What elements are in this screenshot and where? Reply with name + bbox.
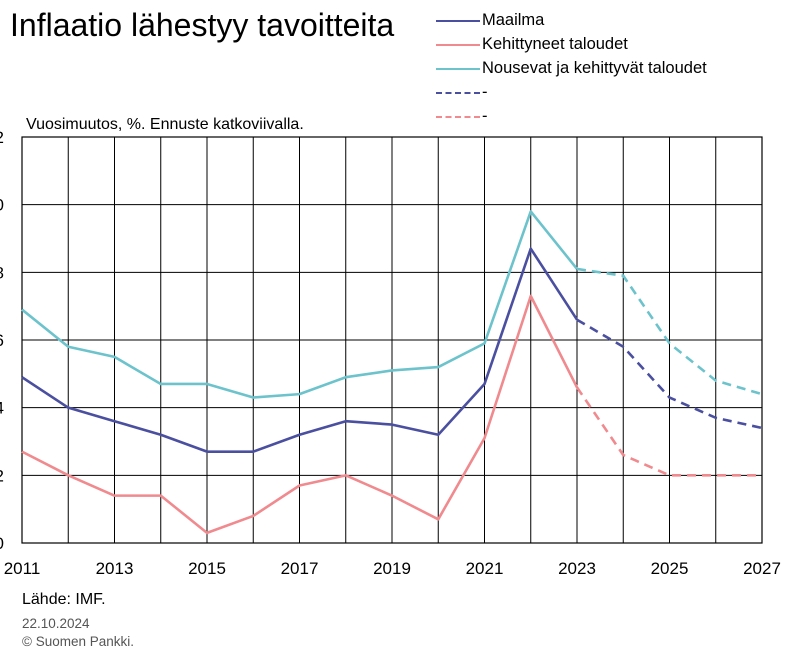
publish-date: 22.10.2024 <box>22 616 90 631</box>
series-line-nousevat-ja-kehittyvat-taloudet <box>21 210 579 399</box>
x-tick-label: 2023 <box>558 559 596 578</box>
y-tick-label: 8 <box>0 263 4 282</box>
legend-item-kehittyneet: Kehittyneet taloudet <box>436 32 707 56</box>
y-tick-label: 10 <box>0 196 4 215</box>
y-tick-label: 2 <box>0 466 4 485</box>
x-tick-label: 2025 <box>651 559 689 578</box>
series-line-kehittyneet-taloudet <box>21 294 579 535</box>
legend-swatch-maailma <box>436 20 480 22</box>
legend-swatch-kehittyneet <box>436 44 480 46</box>
series-line-maailma <box>21 247 579 453</box>
x-tick-label: 2021 <box>466 559 504 578</box>
legend-label-maailma: Maailma <box>482 11 545 29</box>
source-note: Lähde: IMF. <box>22 591 106 608</box>
x-tick-label: 2019 <box>373 559 411 578</box>
y-tick-label: 12 <box>0 128 4 147</box>
plot-frame <box>21 136 763 544</box>
legend-swatch-kehittyneet-forecast <box>436 116 480 118</box>
legend-label-nousevat: Nousevat ja kehittyvät taloudet <box>482 59 707 77</box>
y-tick-label: 0 <box>0 534 4 553</box>
legend-item-maailma-forecast: - <box>436 80 707 104</box>
legend-label-maailma-forecast: - <box>482 83 488 101</box>
legend-swatch-nousevat <box>436 68 480 70</box>
legend-label-kehittyneet-forecast: - <box>482 107 488 125</box>
x-tick-label: 2011 <box>4 559 41 578</box>
legend-label-kehittyneet: Kehittyneet taloudet <box>482 35 628 53</box>
legend-item-kehittyneet-forecast: - <box>436 104 707 128</box>
legend-item-maailma: Maailma <box>436 8 707 32</box>
x-tick-label: 2015 <box>188 559 226 578</box>
x-tick-label: 2017 <box>281 559 319 578</box>
legend: Maailma Kehittyneet taloudet Nousevat ja… <box>436 8 707 128</box>
forecast-line-maailma <box>576 318 763 430</box>
x-tick-label: 2027 <box>743 559 781 578</box>
y-tick-label: 6 <box>0 331 4 350</box>
chart-title: Inflaatio lähestyy tavoitteita <box>10 7 395 43</box>
legend-swatch-maailma-forecast <box>436 92 480 94</box>
chart-subtitle: Vuosimuutos, %. Ennuste katkoviivalla. <box>26 116 304 133</box>
y-tick-label: 4 <box>0 399 4 418</box>
legend-item-nousevat: Nousevat ja kehittyvät taloudet <box>436 56 707 80</box>
forecast-line-nousevat-ja-kehittyvat-taloudet <box>576 267 763 396</box>
x-tick-label: 2013 <box>96 559 134 578</box>
copyright-note: © Suomen Pankki. <box>22 634 135 649</box>
